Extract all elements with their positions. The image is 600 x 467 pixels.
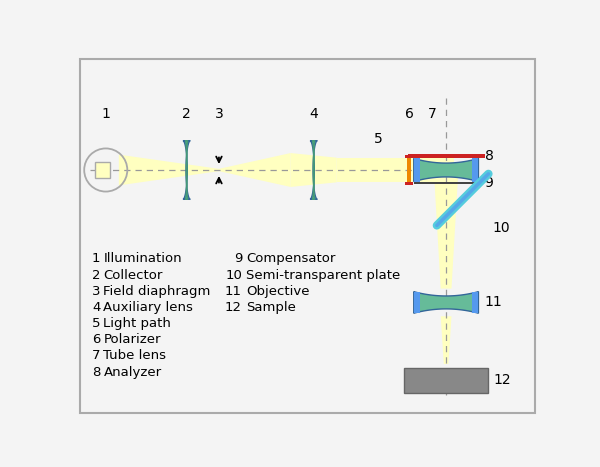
Text: 8: 8: [485, 149, 493, 163]
Text: 2: 2: [182, 107, 191, 121]
Text: 9: 9: [485, 176, 493, 190]
Bar: [472, 158, 478, 182]
Polygon shape: [183, 141, 190, 199]
Polygon shape: [185, 141, 188, 199]
Text: 3: 3: [215, 107, 223, 121]
Text: Analyzer: Analyzer: [103, 366, 161, 379]
Polygon shape: [119, 155, 219, 185]
Bar: [407, 155, 412, 185]
Text: 6: 6: [92, 333, 100, 346]
Bar: [414, 292, 420, 313]
Text: 10: 10: [492, 221, 510, 235]
Text: 5: 5: [92, 317, 100, 330]
Polygon shape: [310, 141, 317, 199]
Text: 10: 10: [225, 269, 242, 282]
Bar: [405, 155, 413, 158]
Text: 5: 5: [374, 132, 383, 146]
Polygon shape: [414, 292, 478, 313]
Text: 8: 8: [92, 366, 100, 379]
Bar: [407, 154, 485, 158]
Text: Auxiliary lens: Auxiliary lens: [103, 301, 193, 314]
Text: 11: 11: [485, 296, 502, 310]
Bar: [414, 158, 420, 182]
Polygon shape: [312, 141, 315, 199]
Polygon shape: [219, 153, 290, 187]
Text: 7: 7: [92, 349, 100, 362]
Text: 4: 4: [309, 107, 318, 121]
Text: 12: 12: [494, 373, 511, 387]
Text: Field diaphragm: Field diaphragm: [103, 285, 211, 298]
Text: 4: 4: [92, 301, 100, 314]
Polygon shape: [441, 316, 451, 364]
Text: Semi-transparent plate: Semi-transparent plate: [246, 269, 400, 282]
Text: 11: 11: [225, 285, 242, 298]
Text: Sample: Sample: [246, 301, 296, 314]
Text: 1: 1: [101, 107, 110, 121]
Text: Collector: Collector: [103, 269, 163, 282]
Polygon shape: [434, 170, 458, 289]
Text: Light path: Light path: [103, 317, 172, 330]
Text: 7: 7: [428, 107, 437, 121]
Text: 2: 2: [92, 269, 100, 282]
Text: Illumination: Illumination: [103, 252, 182, 265]
Text: 12: 12: [225, 301, 242, 314]
Polygon shape: [414, 158, 478, 182]
Text: 9: 9: [233, 252, 242, 265]
Text: 1: 1: [92, 252, 100, 265]
Text: Polarizer: Polarizer: [103, 333, 161, 346]
Text: 3: 3: [92, 285, 100, 298]
Text: Tube lens: Tube lens: [103, 349, 166, 362]
Bar: [95, 162, 110, 178]
Text: 6: 6: [405, 107, 413, 121]
Bar: [405, 182, 413, 185]
Polygon shape: [337, 158, 454, 182]
Text: Compensator: Compensator: [246, 252, 335, 265]
Bar: [472, 292, 478, 313]
Polygon shape: [290, 153, 337, 187]
Text: Objective: Objective: [246, 285, 310, 298]
Bar: [404, 368, 488, 393]
Bar: [414, 182, 478, 184]
